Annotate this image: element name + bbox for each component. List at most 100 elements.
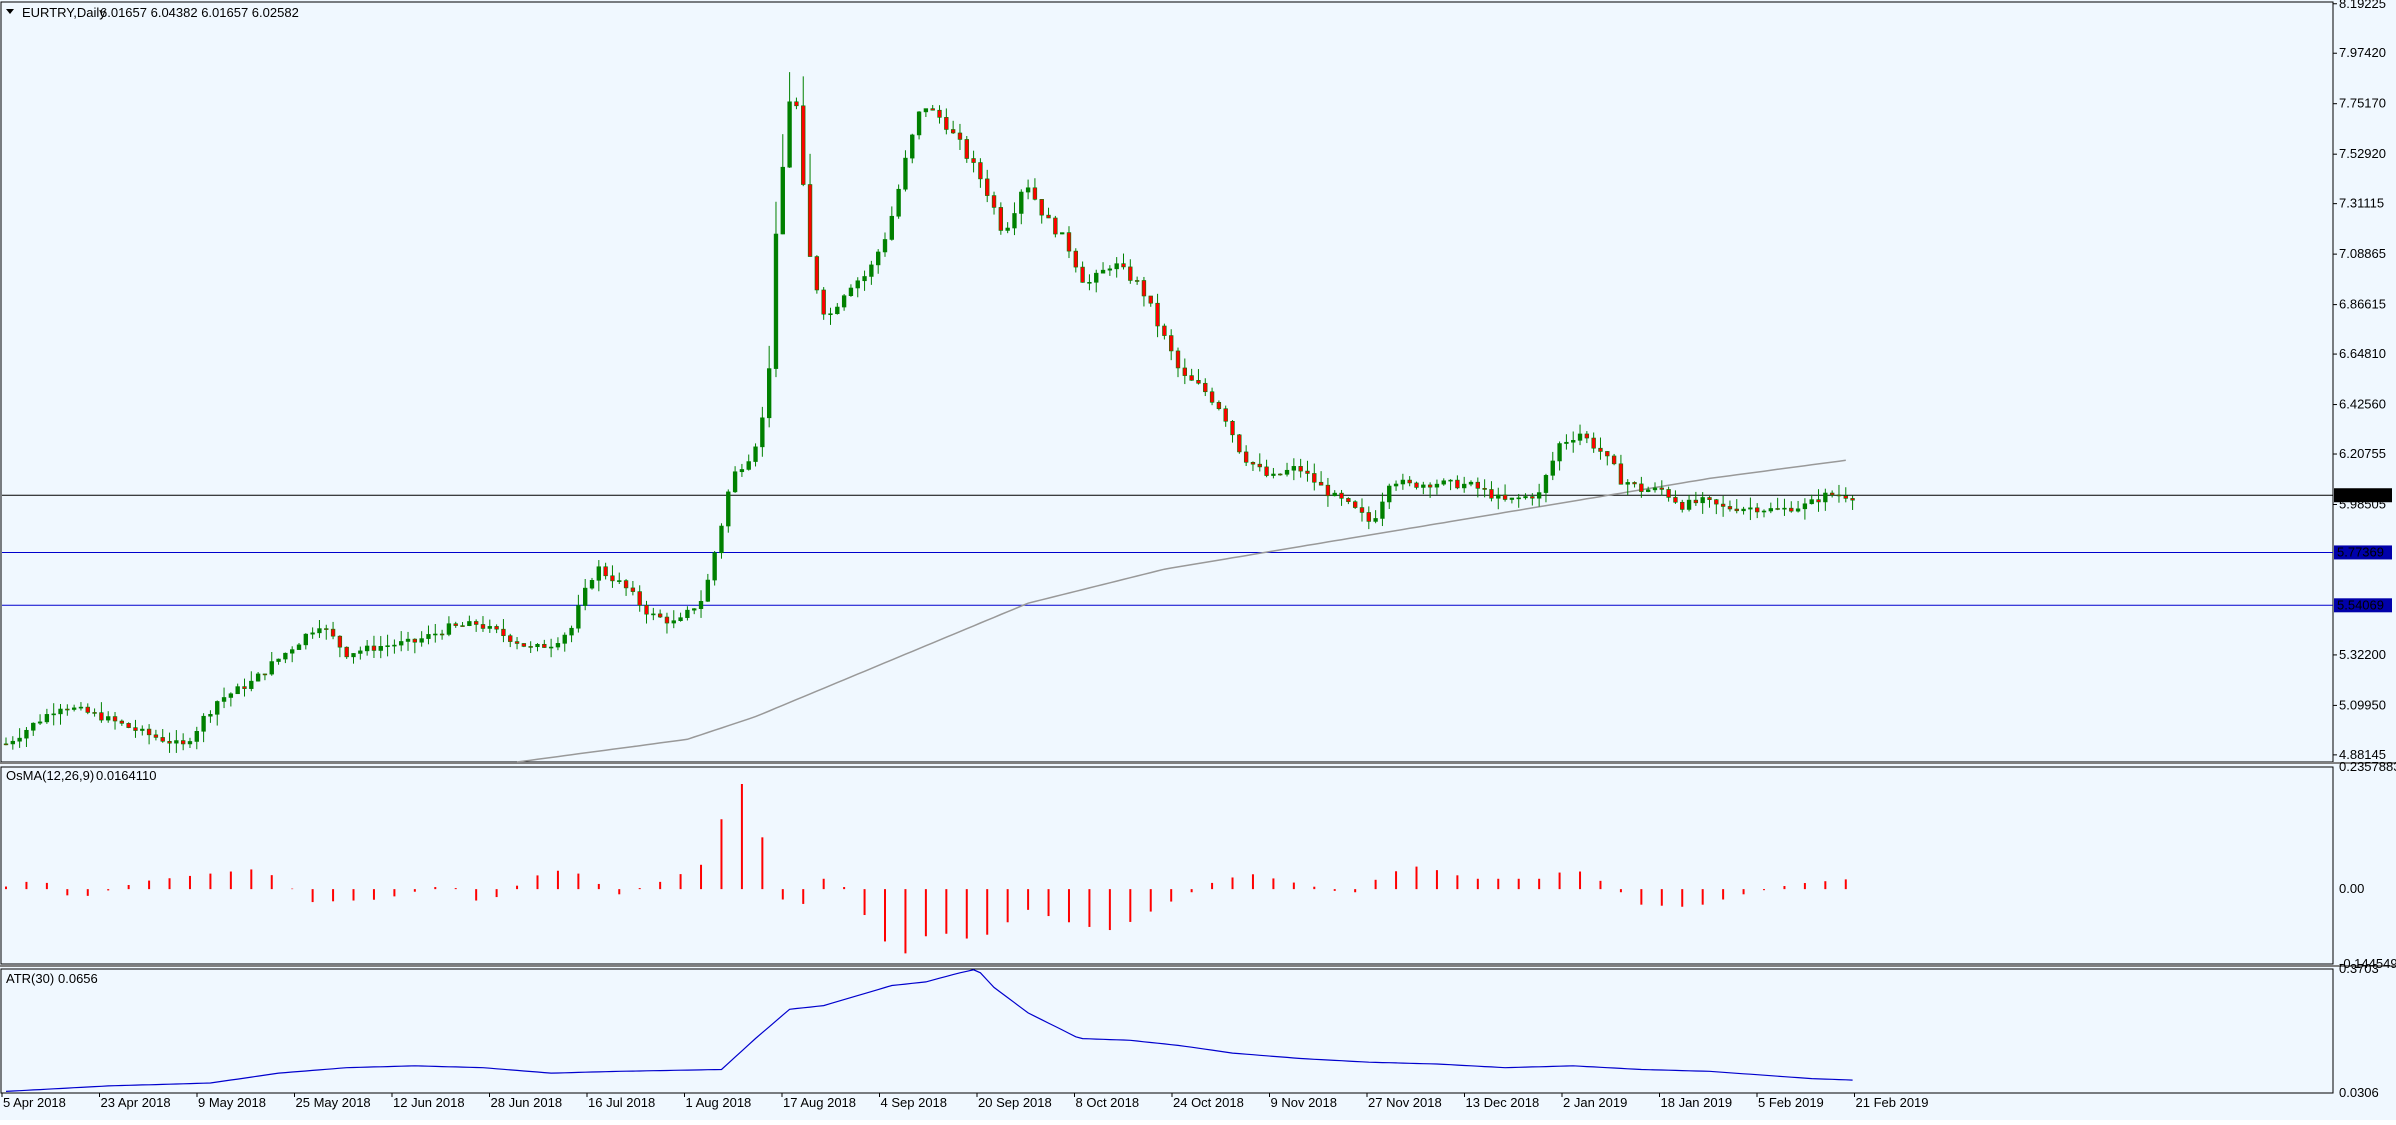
candle-body[interactable] <box>705 579 711 602</box>
candle-body[interactable] <box>324 628 329 630</box>
candle-body[interactable] <box>480 624 486 629</box>
candle-body[interactable] <box>957 132 963 140</box>
candle-body[interactable] <box>1809 499 1814 505</box>
candle-body[interactable] <box>1148 295 1153 304</box>
candle-body[interactable] <box>766 368 772 419</box>
candle-body[interactable] <box>1680 501 1685 510</box>
candle-body[interactable] <box>1843 495 1848 499</box>
candle-body[interactable] <box>603 566 608 577</box>
candle-body[interactable] <box>1536 492 1542 499</box>
candle-body[interactable] <box>1339 492 1344 499</box>
candle-body[interactable] <box>392 644 397 647</box>
candle-body[interactable] <box>140 728 145 731</box>
candle-body[interactable] <box>916 111 922 136</box>
candle-body[interactable] <box>262 673 268 676</box>
candle-body[interactable] <box>610 575 615 582</box>
candle-body[interactable] <box>208 714 213 717</box>
candle-body[interactable] <box>937 109 942 118</box>
candle-body[interactable] <box>1203 382 1208 393</box>
candle-body[interactable] <box>1700 497 1705 504</box>
candle-body[interactable] <box>719 525 724 554</box>
candle-body[interactable] <box>146 728 152 736</box>
candle-body[interactable] <box>1591 437 1596 449</box>
candle-body[interactable] <box>385 645 390 647</box>
candle-body[interactable] <box>1421 484 1426 488</box>
candle-body[interactable] <box>1169 335 1174 352</box>
candle-body[interactable] <box>1775 508 1780 510</box>
candle-body[interactable] <box>746 461 751 470</box>
candle-body[interactable] <box>623 580 629 589</box>
candle-body[interactable] <box>215 701 220 715</box>
candle-body[interactable] <box>1359 507 1365 513</box>
candle-body[interactable] <box>1489 489 1494 499</box>
candle-body[interactable] <box>1625 482 1630 485</box>
candle-body[interactable] <box>180 740 186 745</box>
candle-body[interactable] <box>37 721 43 724</box>
candle-body[interactable] <box>494 626 499 630</box>
candle-body[interactable] <box>119 720 125 724</box>
candle-body[interactable] <box>1216 402 1222 410</box>
candle-body[interactable] <box>433 633 438 636</box>
candle-body[interactable] <box>1380 501 1385 519</box>
candle-body[interactable] <box>65 708 70 711</box>
candle-body[interactable] <box>44 714 50 723</box>
candle-body[interactable] <box>1618 463 1624 485</box>
candle-body[interactable] <box>296 644 302 650</box>
candle-body[interactable] <box>1175 350 1181 369</box>
candle-body[interactable] <box>1407 479 1412 484</box>
candle-body[interactable] <box>882 239 888 253</box>
candle-body[interactable] <box>671 620 676 624</box>
candle-body[interactable] <box>153 734 159 738</box>
candle-body[interactable] <box>617 580 622 582</box>
candle-body[interactable] <box>835 306 840 315</box>
candle-body[interactable] <box>1264 466 1269 476</box>
candle-body[interactable] <box>58 708 63 715</box>
candle-body[interactable] <box>1761 510 1767 513</box>
candle-body[interactable] <box>1298 466 1303 472</box>
candle-body[interactable] <box>760 417 765 448</box>
candle-body[interactable] <box>221 697 227 702</box>
candle-body[interactable] <box>1666 489 1671 498</box>
candle-body[interactable] <box>337 635 343 648</box>
candle-body[interactable] <box>1557 443 1562 462</box>
candle-body[interactable] <box>276 658 281 662</box>
candle-body[interactable] <box>903 157 908 190</box>
candle-body[interactable] <box>862 276 867 282</box>
candle-body[interactable] <box>1066 232 1072 252</box>
candle-body[interactable] <box>405 638 411 642</box>
candle-body[interactable] <box>1094 272 1099 283</box>
candle-body[interactable] <box>1291 466 1297 471</box>
candle-body[interactable] <box>1693 499 1699 504</box>
candle-body[interactable] <box>1673 497 1678 503</box>
candle-body[interactable] <box>1237 434 1242 453</box>
candle-body[interactable] <box>780 166 785 235</box>
candle-body[interactable] <box>1134 280 1140 282</box>
candle-body[interactable] <box>685 609 690 618</box>
candle-body[interactable] <box>467 621 472 626</box>
candle-body[interactable] <box>889 215 894 240</box>
osma-pane[interactable]: 0.2357883 0.00 -0.1445492 <box>5 759 2396 971</box>
candle-body[interactable] <box>1605 451 1610 457</box>
candle-body[interactable] <box>1230 420 1235 436</box>
candle-body[interactable] <box>446 623 452 635</box>
candle-body[interactable] <box>950 129 956 134</box>
candle-body[interactable] <box>978 162 983 180</box>
candle-body[interactable] <box>187 741 193 745</box>
candle-body[interactable] <box>1686 499 1692 510</box>
candle-body[interactable] <box>521 643 527 647</box>
candle-body[interactable] <box>1107 268 1113 271</box>
candle-body[interactable] <box>1128 266 1133 281</box>
candle-body[interactable] <box>985 178 990 196</box>
candle-body[interactable] <box>1632 482 1637 485</box>
candle-body[interactable] <box>1659 487 1664 490</box>
candle-body[interactable] <box>1039 199 1044 216</box>
candle-body[interactable] <box>528 646 533 648</box>
candle-body[interactable] <box>807 184 813 257</box>
candle-body[interactable] <box>439 633 445 636</box>
candle-body[interactable] <box>1318 481 1324 486</box>
candle-body[interactable] <box>412 638 418 643</box>
candle-body[interactable] <box>1332 492 1337 497</box>
candle-body[interactable] <box>1516 497 1521 500</box>
candle-body[interactable] <box>1284 469 1290 475</box>
candle-body[interactable] <box>698 601 704 609</box>
